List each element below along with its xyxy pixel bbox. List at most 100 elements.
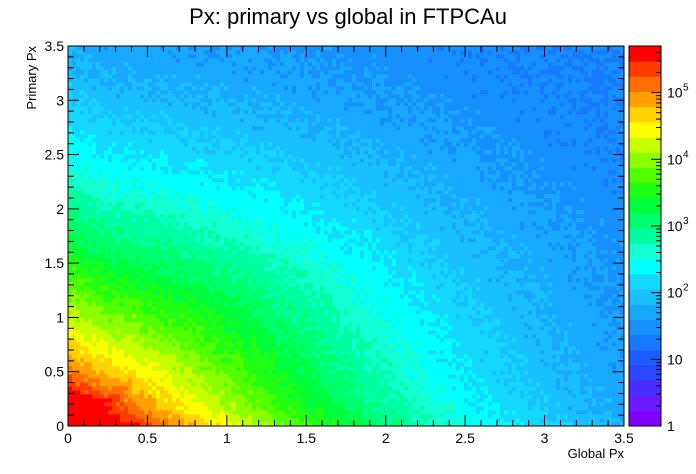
heatmap-cell bbox=[260, 242, 265, 247]
heatmap-cell bbox=[88, 138, 93, 143]
heatmap-cell bbox=[244, 118, 249, 123]
heatmap-cell bbox=[132, 230, 137, 235]
heatmap-cell bbox=[184, 226, 189, 231]
heatmap-cell bbox=[272, 194, 277, 199]
heatmap-cell bbox=[196, 102, 201, 107]
heatmap-cell bbox=[192, 98, 197, 103]
heatmap-cell bbox=[144, 342, 149, 347]
heatmap-cell bbox=[140, 254, 145, 259]
heatmap-cell bbox=[72, 114, 77, 119]
heatmap-cell bbox=[72, 286, 77, 291]
heatmap-cell bbox=[144, 270, 149, 275]
heatmap-cell bbox=[244, 226, 249, 231]
heatmap-cell bbox=[256, 342, 261, 347]
heatmap-cell bbox=[232, 274, 237, 279]
heatmap-cell bbox=[240, 102, 245, 107]
heatmap-cell bbox=[108, 110, 113, 115]
heatmap-cell bbox=[204, 82, 209, 87]
heatmap-cell bbox=[112, 282, 117, 287]
heatmap-cell bbox=[268, 286, 273, 291]
heatmap-cell bbox=[236, 226, 241, 231]
heatmap-cell bbox=[124, 374, 129, 379]
heatmap-cell bbox=[216, 414, 221, 419]
heatmap-cell bbox=[180, 394, 185, 399]
heatmap-cell bbox=[216, 354, 221, 359]
heatmap-cell bbox=[236, 390, 241, 395]
heatmap-cell bbox=[96, 142, 101, 147]
heatmap-cell bbox=[100, 114, 105, 119]
heatmap-cell bbox=[268, 314, 273, 319]
heatmap-cell bbox=[196, 190, 201, 195]
heatmap-cell bbox=[276, 290, 281, 295]
heatmap-cell bbox=[260, 286, 265, 291]
heatmap-cell bbox=[200, 86, 205, 91]
heatmap-cell bbox=[72, 166, 77, 171]
heatmap-cell bbox=[68, 194, 73, 199]
heatmap-cell bbox=[180, 130, 185, 135]
heatmap-cell bbox=[128, 422, 133, 427]
heatmap-cell bbox=[84, 110, 89, 115]
heatmap-cell bbox=[132, 110, 137, 115]
heatmap-cell bbox=[96, 326, 101, 331]
heatmap-cell bbox=[124, 390, 129, 395]
heatmap-cell bbox=[240, 302, 245, 307]
heatmap-cell bbox=[196, 346, 201, 351]
heatmap-cell bbox=[236, 330, 241, 335]
heatmap-cell bbox=[112, 254, 117, 259]
heatmap-cell bbox=[136, 382, 141, 387]
heatmap-cell bbox=[252, 250, 257, 255]
heatmap-cell bbox=[100, 174, 105, 179]
heatmap-cell bbox=[196, 214, 201, 219]
heatmap-cell bbox=[152, 418, 157, 423]
heatmap-cell bbox=[80, 258, 85, 263]
heatmap-cell bbox=[120, 314, 125, 319]
heatmap-cell bbox=[272, 350, 277, 355]
heatmap-cell bbox=[208, 154, 213, 159]
heatmap-cell bbox=[80, 106, 85, 111]
heatmap-cell bbox=[124, 166, 129, 171]
heatmap-cell bbox=[228, 174, 233, 179]
heatmap-cell bbox=[228, 110, 233, 115]
heatmap-cell bbox=[100, 362, 105, 367]
heatmap-cell bbox=[108, 354, 113, 359]
heatmap-cell bbox=[140, 402, 145, 407]
heatmap-cell bbox=[188, 206, 193, 211]
heatmap-cell bbox=[212, 378, 217, 383]
heatmap-cell bbox=[100, 346, 105, 351]
heatmap-cell bbox=[152, 238, 157, 243]
heatmap-cell bbox=[208, 282, 213, 287]
heatmap-cell bbox=[228, 118, 233, 123]
heatmap-cell bbox=[216, 130, 221, 135]
heatmap-cell bbox=[172, 58, 177, 63]
heatmap-cell bbox=[84, 150, 89, 155]
heatmap-cell bbox=[132, 334, 137, 339]
heatmap-cell bbox=[172, 314, 177, 319]
heatmap-cell bbox=[88, 58, 93, 63]
heatmap-cell bbox=[72, 366, 77, 371]
heatmap-cell bbox=[248, 366, 253, 371]
heatmap-cell bbox=[84, 102, 89, 107]
heatmap-cell bbox=[160, 106, 165, 111]
heatmap-cell bbox=[244, 250, 249, 255]
heatmap-cell bbox=[200, 398, 205, 403]
heatmap-cell bbox=[92, 406, 97, 411]
heatmap-cell bbox=[196, 226, 201, 231]
heatmap-cell bbox=[192, 162, 197, 167]
heatmap-cell bbox=[120, 254, 125, 259]
heatmap-cell bbox=[136, 290, 141, 295]
heatmap-cell bbox=[172, 114, 177, 119]
heatmap-cell bbox=[72, 274, 77, 279]
heatmap-cell bbox=[228, 90, 233, 95]
heatmap-cell bbox=[260, 374, 265, 379]
heatmap-cell bbox=[160, 294, 165, 299]
heatmap-cell bbox=[240, 70, 245, 75]
heatmap-cell bbox=[168, 354, 173, 359]
heatmap-cell bbox=[272, 402, 277, 407]
heatmap-cell bbox=[272, 414, 277, 419]
heatmap-cell bbox=[256, 202, 261, 207]
heatmap-cell bbox=[132, 214, 137, 219]
heatmap-cell bbox=[72, 134, 77, 139]
heatmap-cell bbox=[212, 146, 217, 151]
heatmap-cell bbox=[268, 406, 273, 411]
heatmap-cell bbox=[80, 242, 85, 247]
